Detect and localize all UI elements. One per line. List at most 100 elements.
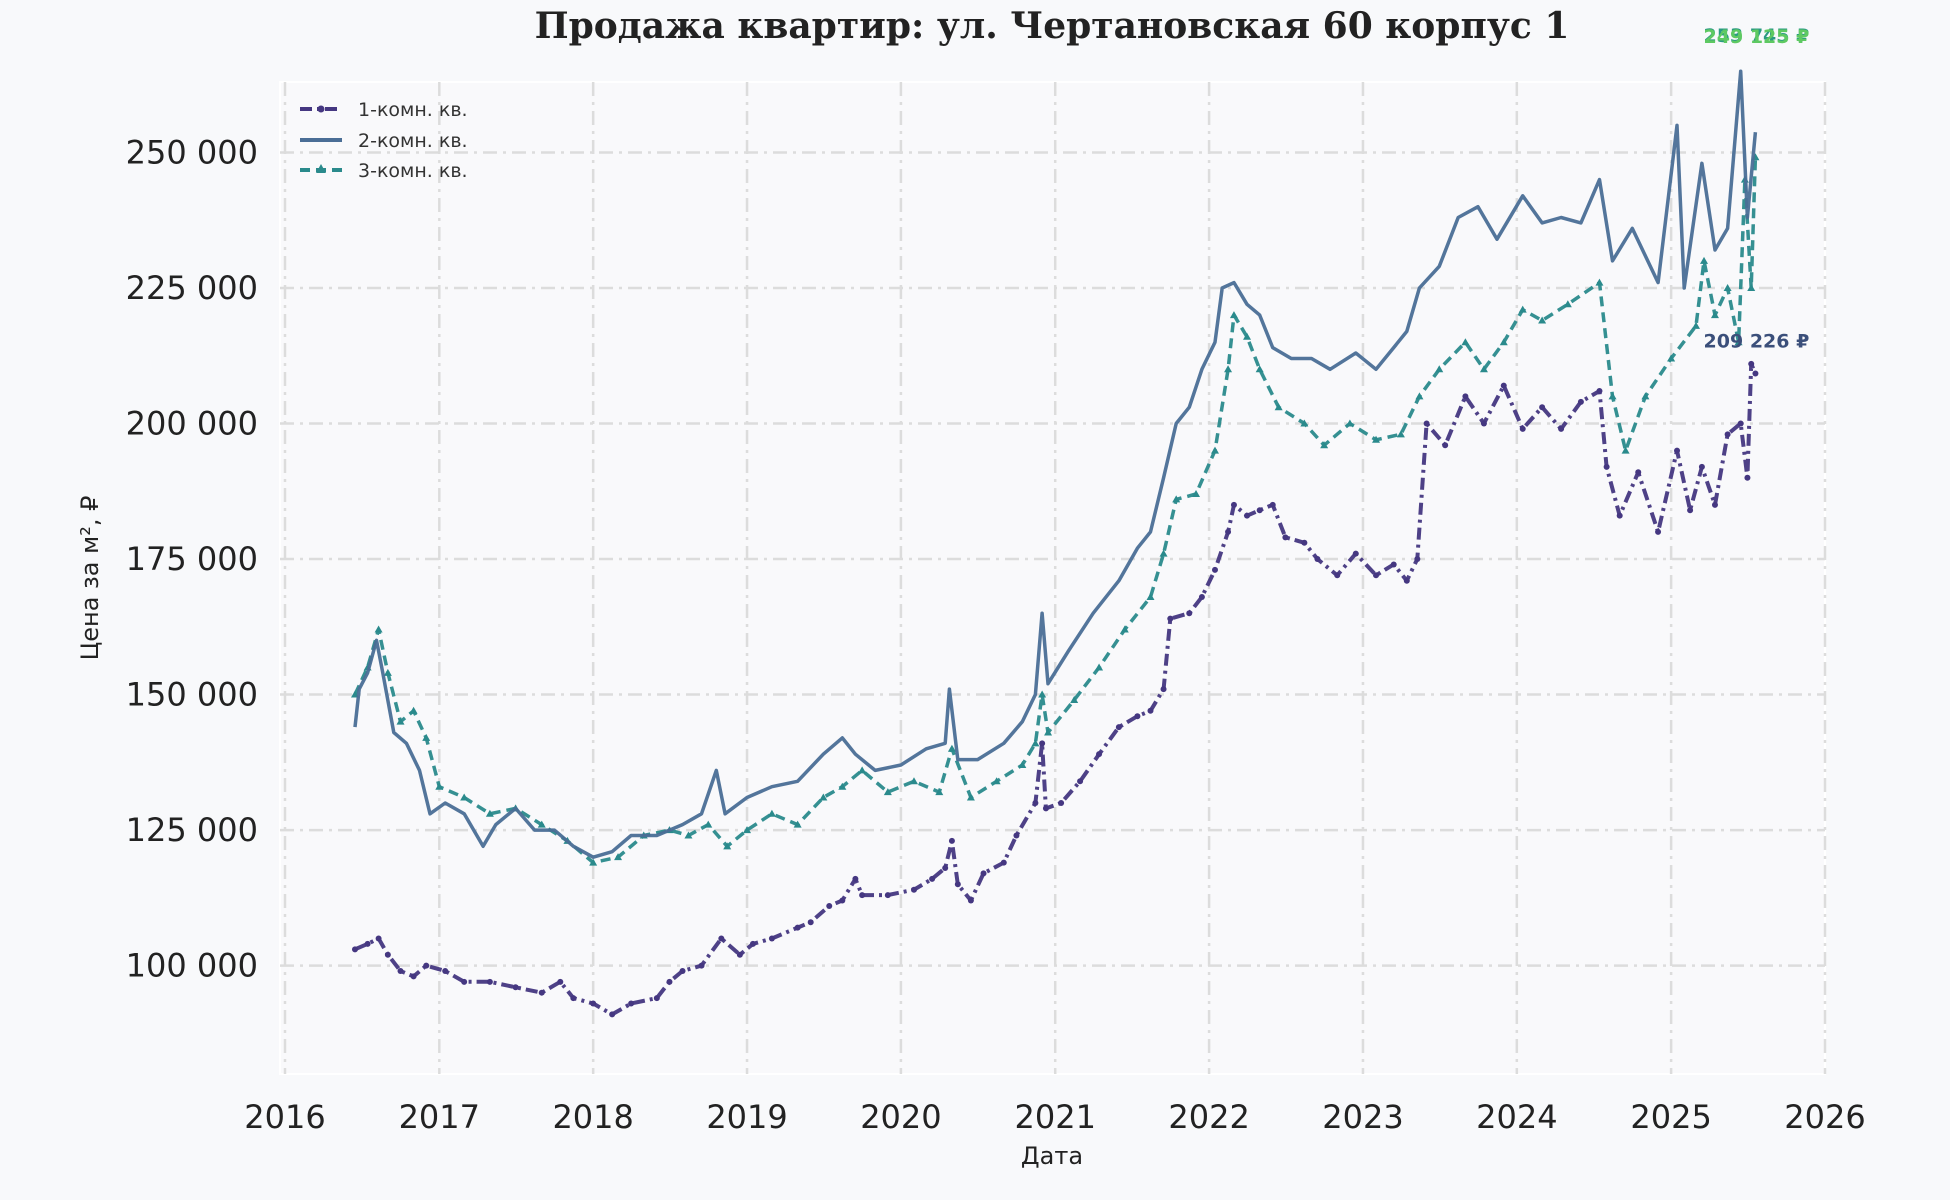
x-tick-label: 2024 [1476,1098,1557,1136]
series-point-1 [1635,469,1642,476]
series-point-3 [1255,365,1264,373]
series-point-3 [1595,278,1604,286]
series-point-3 [1070,695,1079,703]
series-point-1 [1744,474,1751,481]
x-axis-ticks: 2016 2017 2018 2019 2020 2021 2022 2023 2024 2025… [244,1098,1865,1136]
series-point-1 [1752,370,1759,377]
legend-label-1: 1-комн. кв. [358,99,468,121]
series-point-3 [589,858,598,866]
series-point-3 [1723,283,1732,291]
series-point-3 [1224,365,1233,373]
series-point-3 [1172,495,1181,503]
series-point-3 [1120,625,1129,633]
series-point-1 [1269,501,1276,508]
x-tick-label: 2025 [1630,1098,1711,1136]
x-tick-label: 2016 [244,1098,325,1136]
series-point-3 [1044,728,1053,736]
series-point-1 [1711,501,1718,508]
series-point-1 [557,978,564,985]
series-point-3 [858,766,867,774]
series-point-1 [1655,528,1662,535]
series-point-3 [1018,761,1027,769]
series-point-1 [628,1000,635,1007]
series-point-1 [980,870,987,877]
series-point-3 [1159,549,1168,557]
series-point-1 [1147,707,1154,714]
series-point-3 [1518,305,1527,313]
series-point-3 [1372,435,1381,443]
series-point-1 [364,940,371,947]
series-point-1 [461,978,468,985]
series-point-3 [704,820,713,828]
series-line-1 [354,361,1758,1017]
series-point-3 [1435,365,1444,373]
series-point-1 [1687,507,1694,514]
series-point-3 [883,788,892,796]
y-tick-label: 125 000 [126,811,258,849]
series-point-1 [1352,550,1359,557]
series-layer [350,69,1760,1018]
series-point-1 [794,924,801,931]
series-point-1 [1462,393,1469,400]
series-point-1 [807,919,814,926]
series-point-1 [397,968,404,975]
series-point-1 [852,875,859,882]
series-point-1 [859,892,866,899]
series-point-3 [1641,392,1650,400]
series-point-3 [1229,311,1238,319]
series-2 [353,69,1758,859]
series-point-3 [435,782,444,790]
legend-item-2: 2-комн. кв. [300,130,468,152]
series-1 [351,360,1759,1018]
series-point-3 [1667,354,1676,362]
series-point-1 [538,989,545,996]
series-point-3 [767,809,776,817]
x-tick-label: 2017 [399,1098,480,1136]
series-point-1 [590,1000,597,1007]
x-tick-label: 2018 [552,1098,633,1136]
series-point-3 [1243,332,1252,340]
series-point-1 [679,968,686,975]
end-label-1: 209 226 ₽ [1704,330,1810,352]
y-tick-label: 175 000 [126,540,258,578]
series-point-1 [1724,431,1731,438]
series-point-1 [1198,593,1205,600]
series-point-1 [1737,420,1744,427]
series-point-3 [1210,446,1219,454]
series-point-1 [839,897,846,904]
series-point-3 [1538,316,1547,324]
y-tick-label: 200 000 [126,405,258,443]
y-tick-label: 250 000 [126,133,258,171]
series-point-1 [1134,713,1141,720]
series-point-3 [838,782,847,790]
series-point-1 [698,962,705,969]
series-point-3 [1396,430,1405,438]
series-point-3 [684,831,693,839]
series-point-1 [1539,404,1546,411]
series-point-3 [743,826,752,834]
series-point-1 [410,973,417,980]
legend-item-1: 1-комн. кв. [300,99,468,121]
series-point-1 [718,935,725,942]
series-point-1 [749,940,756,947]
series-point-1 [1042,805,1049,812]
series-point-3 [1300,419,1309,427]
series-point-1 [1115,724,1122,731]
plot-area [279,81,1826,1075]
series-point-1 [375,935,382,942]
series-point-1 [942,865,949,872]
series-point-3 [1691,321,1700,329]
series-point-3 [1563,300,1572,308]
series-point-1 [1000,859,1007,866]
end-label-2: 253 745 ₽ [1704,25,1810,47]
series-point-3 [819,793,828,801]
series-point-1 [826,902,833,909]
series-line-2 [353,69,1758,859]
series-point-3 [460,793,469,801]
series-point-1 [609,1011,616,1018]
series-point-1 [1558,425,1565,432]
series-point-3 [1479,365,1488,373]
x-tick-label: 2022 [1168,1098,1249,1136]
